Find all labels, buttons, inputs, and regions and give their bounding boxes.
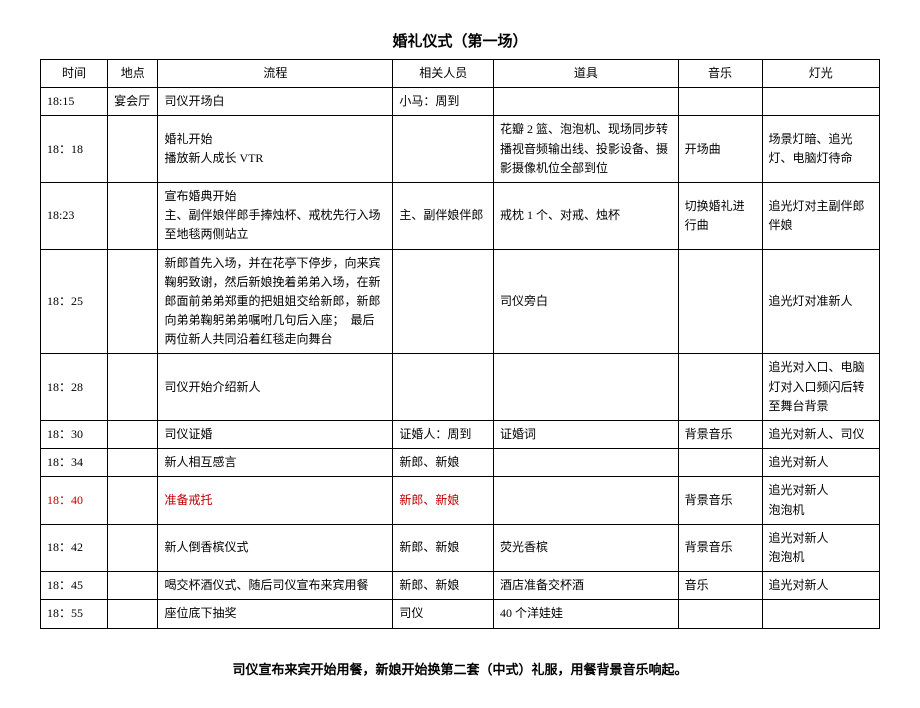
cell-process: 司仪开始介绍新人 [158, 354, 393, 421]
cell-props: 40 个洋娃娃 [494, 600, 679, 628]
cell-time: 18：42 [41, 524, 108, 571]
cell-time: 18:23 [41, 182, 108, 249]
cell-process: 新人倒香槟仪式 [158, 524, 393, 571]
table-row: 18：45 喝交杯酒仪式、随后司仪宣布来宾用餐新郎、新娘酒店准备交杯酒音乐追光对新… [41, 572, 880, 600]
cell-time: 18：40 [41, 477, 108, 524]
cell-music [678, 249, 762, 354]
cell-people: 新郎、新娘 [393, 572, 494, 600]
cell-time: 18：18 [41, 116, 108, 183]
cell-props: 酒店准备交杯酒 [494, 572, 679, 600]
cell-place [108, 182, 158, 249]
cell-music [678, 88, 762, 116]
cell-people: 新郎、新娘 [393, 524, 494, 571]
table-row: 18：25 新郎首先入场，并在花亭下停步，向来宾鞠躬致谢，然后新娘挽着弟弟入场，在… [41, 249, 880, 354]
cell-props [494, 449, 679, 477]
cell-time: 18:15 [41, 88, 108, 116]
cell-props [494, 354, 679, 421]
cell-place [108, 600, 158, 628]
cell-place: 宴会厅 [108, 88, 158, 116]
header-music: 音乐 [678, 60, 762, 88]
cell-process: 司仪证婚 [158, 421, 393, 449]
cell-music: 背景音乐 [678, 524, 762, 571]
cell-time: 18：55 [41, 600, 108, 628]
cell-time: 18：25 [41, 249, 108, 354]
cell-time: 18：45 [41, 572, 108, 600]
cell-props: 荧光香槟 [494, 524, 679, 571]
cell-light: 追光灯对主副伴郎伴娘 [762, 182, 880, 249]
table-row: 18：55 座位底下抽奖司仪40 个洋娃娃 [41, 600, 880, 628]
cell-light: 追光灯对准新人 [762, 249, 880, 354]
cell-music [678, 354, 762, 421]
table-row: 18：40 准备戒托新郎、新娘 背景音乐追光对新人泡泡机 [41, 477, 880, 524]
cell-light: 追光对新人 [762, 572, 880, 600]
cell-place [108, 354, 158, 421]
table-row: 18：30 司仪证婚证婚人：周到证婚词背景音乐追光对新人、司仪 [41, 421, 880, 449]
table-row: 18：42 新人倒香槟仪式新郎、新娘荧光香槟背景音乐追光对新人泡泡机 [41, 524, 880, 571]
cell-music: 背景音乐 [678, 421, 762, 449]
table-row: 18:15宴会厅司仪开场白小马：周到 [41, 88, 880, 116]
cell-light: 追光对新人泡泡机 [762, 524, 880, 571]
cell-place [108, 249, 158, 354]
cell-props [494, 88, 679, 116]
cell-light: 追光对入口、电脑灯对入口频闪后转至舞台背景 [762, 354, 880, 421]
cell-place [108, 449, 158, 477]
cell-music [678, 449, 762, 477]
cell-process: 新郎首先入场，并在花亭下停步，向来宾鞠躬致谢，然后新娘挽着弟弟入场，在新郎面前弟… [158, 249, 393, 354]
cell-light: 场景灯暗、追光灯、电脑灯待命 [762, 116, 880, 183]
cell-music: 背景音乐 [678, 477, 762, 524]
table-row: 18：28 司仪开始介绍新人 追光对入口、电脑灯对入口频闪后转至舞台背景 [41, 354, 880, 421]
cell-props: 证婚词 [494, 421, 679, 449]
cell-process: 座位底下抽奖 [158, 600, 393, 628]
schedule-table: 时间 地点 流程 相关人员 道具 音乐 灯光 18:15宴会厅司仪开场白小马：周… [40, 59, 880, 629]
cell-people: 主、副伴娘伴郎 [393, 182, 494, 249]
table-row: 18：18 婚礼开始播放新人成长 VTR 花瓣 2 篮、泡泡机、现场同步转播视音频输… [41, 116, 880, 183]
header-props: 道具 [494, 60, 679, 88]
cell-process: 司仪开场白 [158, 88, 393, 116]
cell-people: 司仪 [393, 600, 494, 628]
cell-light: 追光对新人 [762, 449, 880, 477]
cell-music: 开场曲 [678, 116, 762, 183]
cell-light [762, 88, 880, 116]
cell-process: 新人相互感言 [158, 449, 393, 477]
cell-music: 音乐 [678, 572, 762, 600]
cell-place [108, 421, 158, 449]
page-title: 婚礼仪式（第一场） [40, 30, 880, 51]
cell-people: 新郎、新娘 [393, 477, 494, 524]
cell-people: 新郎、新娘 [393, 449, 494, 477]
cell-light: 追光对新人、司仪 [762, 421, 880, 449]
cell-place [108, 572, 158, 600]
header-process: 流程 [158, 60, 393, 88]
table-row: 18:23 宣布婚典开始主、副伴娘伴郎手捧烛杯、戒枕先行入场至地毯两侧站立主、副伴… [41, 182, 880, 249]
cell-music: 切换婚礼进行曲 [678, 182, 762, 249]
cell-place [108, 477, 158, 524]
cell-light [762, 600, 880, 628]
cell-time: 18：30 [41, 421, 108, 449]
cell-place [108, 524, 158, 571]
cell-place [108, 116, 158, 183]
cell-time: 18：34 [41, 449, 108, 477]
footer-note: 司仪宣布来宾开始用餐，新娘开始换第二套（中式）礼服，用餐背景音乐响起。 [40, 659, 880, 678]
cell-process: 喝交杯酒仪式、随后司仪宣布来宾用餐 [158, 572, 393, 600]
cell-people [393, 116, 494, 183]
cell-people [393, 354, 494, 421]
header-place: 地点 [108, 60, 158, 88]
table-row: 18：34 新人相互感言新郎、新娘 追光对新人 [41, 449, 880, 477]
cell-music [678, 600, 762, 628]
table-header-row: 时间 地点 流程 相关人员 道具 音乐 灯光 [41, 60, 880, 88]
cell-process: 准备戒托 [158, 477, 393, 524]
cell-people: 证婚人：周到 [393, 421, 494, 449]
header-time: 时间 [41, 60, 108, 88]
cell-light: 追光对新人泡泡机 [762, 477, 880, 524]
cell-props: 花瓣 2 篮、泡泡机、现场同步转播视音频输出线、投影设备、摄影摄像机位全部到位 [494, 116, 679, 183]
header-people: 相关人员 [393, 60, 494, 88]
cell-props [494, 477, 679, 524]
cell-process: 婚礼开始播放新人成长 VTR [158, 116, 393, 183]
cell-people: 小马：周到 [393, 88, 494, 116]
cell-props: 戒枕 1 个、对戒、烛杯 [494, 182, 679, 249]
header-light: 灯光 [762, 60, 880, 88]
cell-people [393, 249, 494, 354]
cell-time: 18：28 [41, 354, 108, 421]
cell-props: 司仪旁白 [494, 249, 679, 354]
cell-process: 宣布婚典开始主、副伴娘伴郎手捧烛杯、戒枕先行入场至地毯两侧站立 [158, 182, 393, 249]
